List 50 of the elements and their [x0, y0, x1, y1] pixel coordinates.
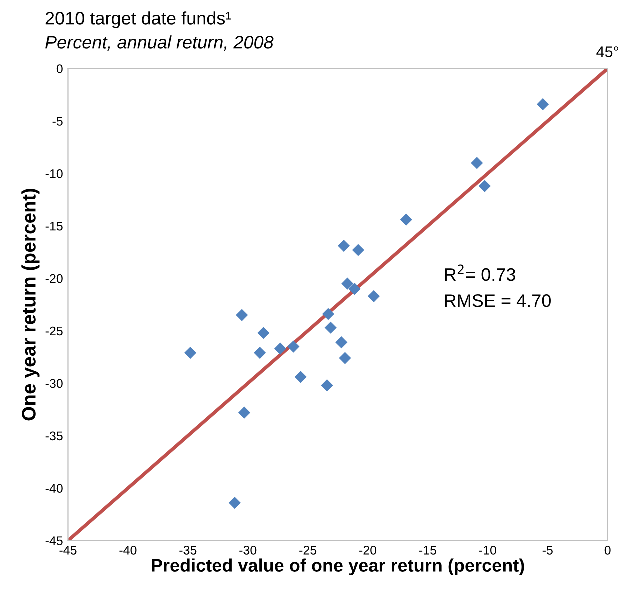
- point: [184, 347, 197, 360]
- y-tick-label: -40: [46, 484, 63, 494]
- x-tick-label: 0: [604, 546, 611, 555]
- point: [236, 309, 248, 322]
- x-tick-label: -35: [180, 546, 197, 555]
- x-tick-label: -5: [542, 546, 553, 555]
- point: [288, 340, 300, 353]
- x-axis-title: Predicted value of one year return (percent): [152, 558, 524, 576]
- y-tick-label: -45: [46, 536, 63, 546]
- x-tick-label: -10: [479, 546, 496, 555]
- point: [537, 98, 550, 111]
- point: [322, 308, 334, 320]
- x-tick-label: -45: [60, 546, 77, 555]
- x-tick-label: -30: [240, 546, 257, 555]
- x-tick-label: -15: [420, 546, 436, 555]
- point: [338, 240, 350, 252]
- point: [400, 214, 412, 226]
- point: [294, 371, 307, 384]
- point: [321, 380, 334, 392]
- point: [258, 327, 270, 340]
- x-tick-label: -40: [120, 546, 137, 555]
- annotation: RMSE = 4.70: [445, 294, 551, 308]
- y-tick-label: -25: [46, 326, 63, 336]
- y-tick-label: -15: [46, 222, 63, 231]
- y-tick-label: -5: [52, 117, 63, 126]
- point: [348, 283, 361, 296]
- x-tick-label: -25: [300, 546, 317, 555]
- point: [324, 322, 337, 334]
- x-tick-label: -20: [360, 546, 377, 555]
- point: [339, 352, 352, 364]
- point: [342, 278, 354, 290]
- point: [274, 342, 287, 355]
- point: [368, 290, 380, 302]
- y-tick-label: -30: [46, 379, 63, 388]
- point: [336, 336, 348, 349]
- point: [471, 157, 484, 170]
- y-axis-title: One year return (percent): [22, 189, 40, 421]
- y-tick-label: 0: [56, 64, 63, 74]
- annotation: R$^{2}$= 0.73: [445, 264, 516, 282]
- y-tick-label: -10: [46, 169, 63, 178]
- chart-title: 2010 target date funds¹: [46, 12, 232, 28]
- point: [478, 180, 491, 192]
- point: [238, 406, 251, 419]
- point: [254, 347, 266, 360]
- y-tick-label: -35: [46, 432, 63, 441]
- point: [228, 497, 241, 510]
- annotation: 45°: [596, 46, 618, 58]
- point: [352, 244, 364, 256]
- y-tick-label: -20: [46, 274, 63, 284]
- chart-subtitle: Percent, annual return, 2008: [46, 36, 274, 51]
